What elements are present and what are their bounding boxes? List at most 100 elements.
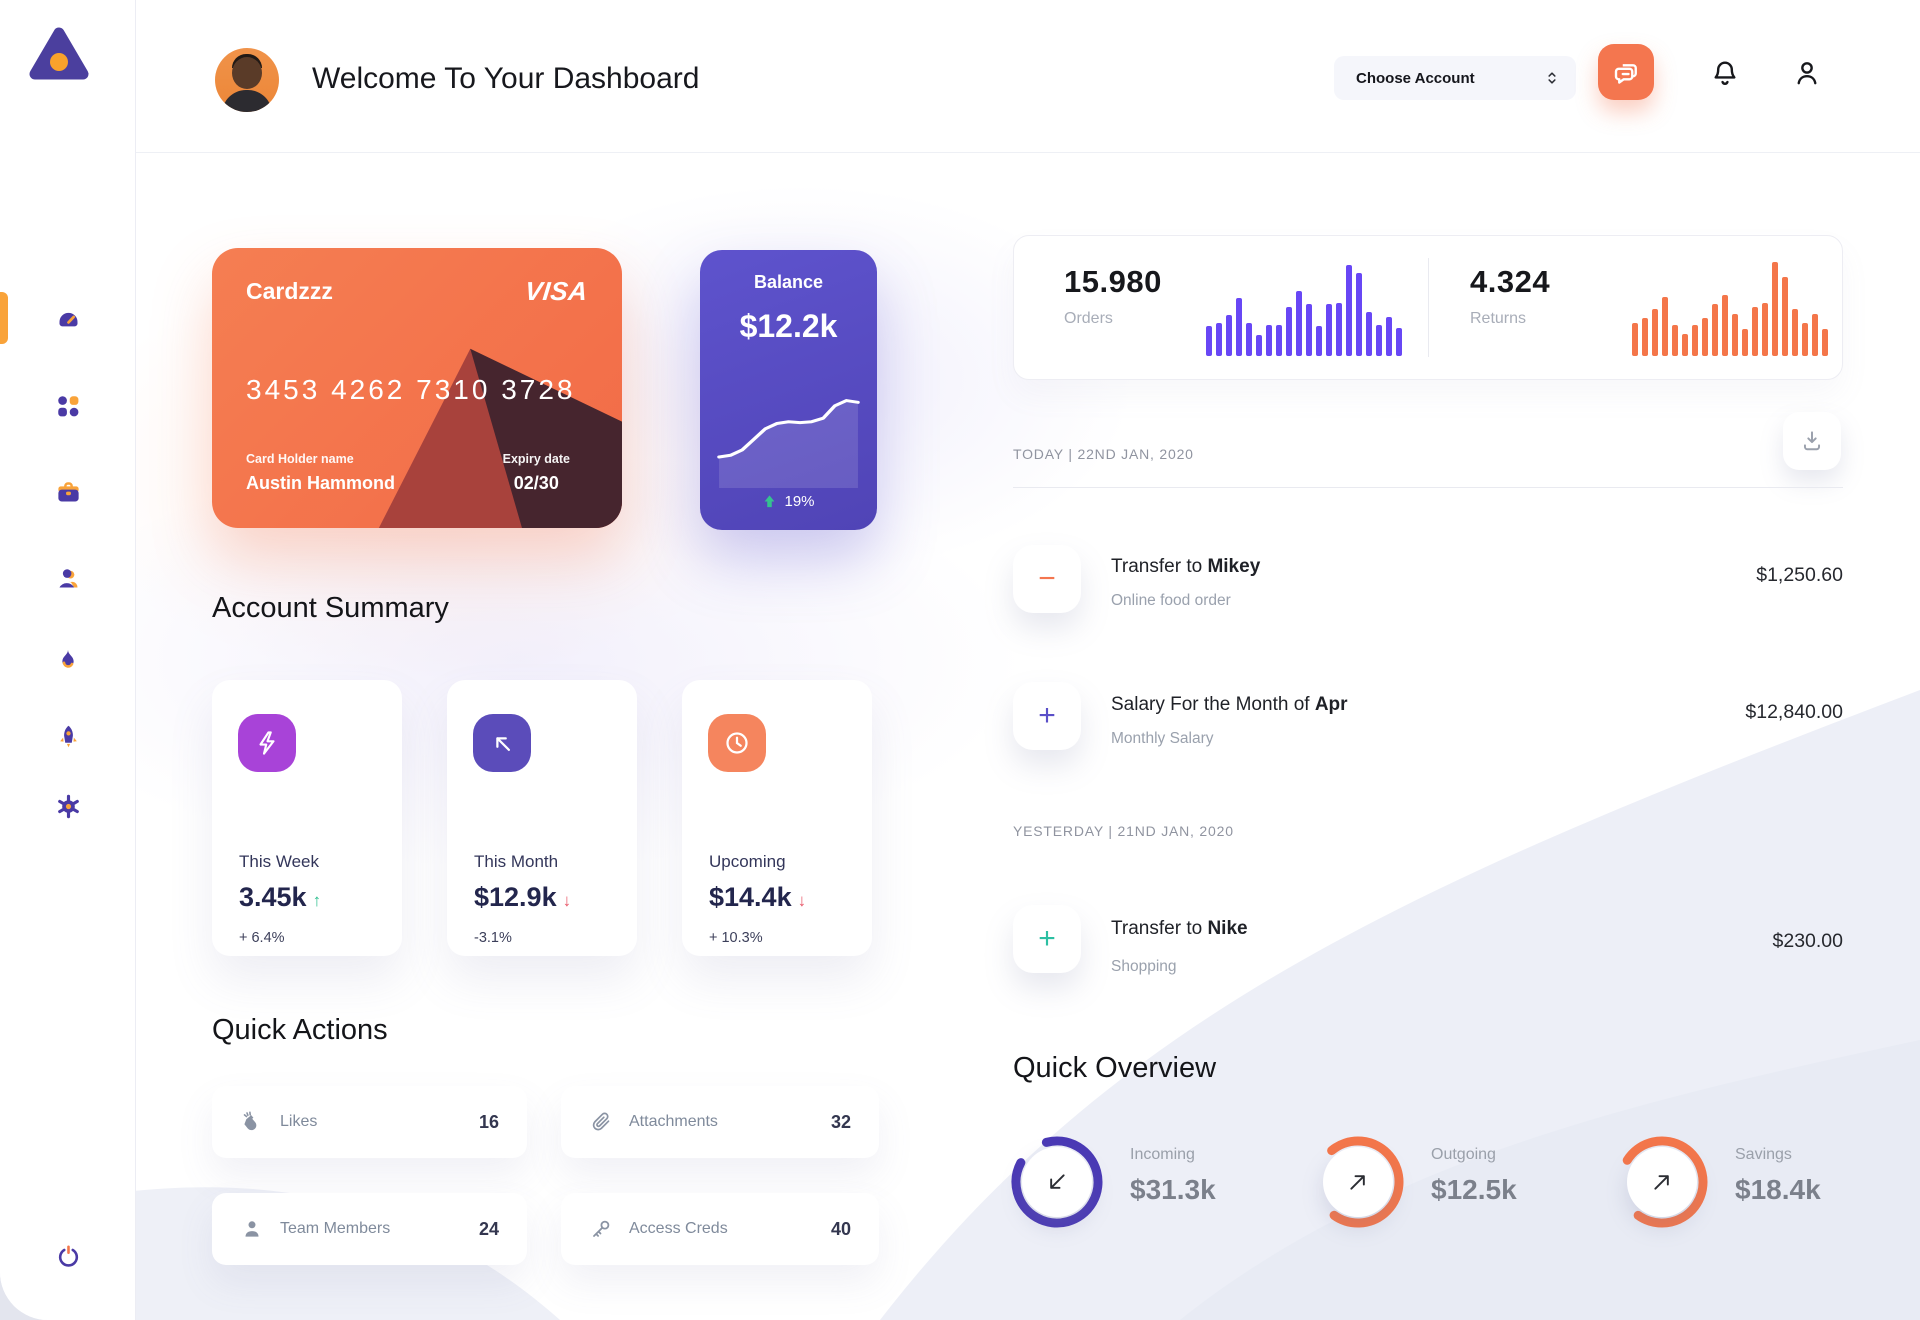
balance-card: Balance $12.2k 19%: [700, 250, 877, 530]
transaction-subtitle: Shopping: [1111, 958, 1177, 975]
card-number: 3453 4262 7310 3728: [246, 374, 576, 405]
sidebar-item-work[interactable]: [46, 470, 90, 514]
quick-action-attachments[interactable]: Attachments 32: [561, 1086, 879, 1158]
clock-icon: [708, 714, 766, 772]
messages-button[interactable]: [1598, 44, 1654, 100]
rocket-icon: [59, 725, 77, 747]
quick-action-count: 40: [830, 1218, 851, 1239]
sidebar-item-settings[interactable]: [46, 784, 90, 828]
card-holder-label: Card Holder name: [246, 452, 354, 466]
balance-value: $12.2k: [739, 308, 838, 344]
quick-action-likes[interactable]: Likes 16: [212, 1086, 527, 1158]
arrow-up-icon: [765, 495, 775, 508]
card-expiry-value: 02/30: [513, 473, 559, 493]
arrow-down-left-icon: [1050, 1174, 1065, 1189]
sidebar-item-apps[interactable]: [46, 384, 90, 428]
quick-action-label: Likes: [280, 1113, 318, 1130]
summary-card-this-month: This Month $12.9k ↓ -3.1%: [447, 680, 637, 956]
apps-grid-icon: [58, 396, 79, 417]
overview-value: $12.5k: [1431, 1174, 1517, 1205]
overview-value: $31.3k: [1130, 1174, 1216, 1205]
chat-bubbles-icon: [1614, 64, 1637, 84]
summary-label: This Month: [474, 852, 559, 871]
quick-actions-title: Quick Actions: [212, 1014, 388, 1046]
account-select[interactable]: Choose Account: [1334, 56, 1576, 100]
summary-value: $14.4k ↓: [709, 882, 807, 912]
section-divider: [1013, 487, 1843, 488]
orders-value: 15.980: [1064, 264, 1162, 299]
dashboard-icon: [59, 312, 77, 326]
balance-label: Balance: [753, 272, 824, 292]
card-holder: Card Holder name Austin Hammond: [246, 452, 395, 494]
arrow-up-left-icon: [473, 714, 531, 772]
header-divider: [136, 152, 1920, 153]
card-expiry-label: Expiry date: [502, 452, 570, 466]
member-icon: [245, 1221, 259, 1237]
quick-overview-title: Quick Overview: [1013, 1052, 1217, 1084]
orders-bar-chart: [1206, 262, 1406, 356]
date-group-yesterday: YESTERDAY | 21ND JAN, 2020: [1013, 823, 1234, 839]
quick-action-team-members[interactable]: Team Members 24: [212, 1193, 527, 1265]
account-select-label: Choose Account: [1356, 69, 1475, 87]
balance-delta: 19%: [784, 493, 815, 510]
download-button[interactable]: [1783, 412, 1841, 470]
card-expiry: Expiry date 02/30: [503, 452, 570, 494]
sidebar-item-team[interactable]: [46, 556, 90, 600]
user-avatar: [215, 48, 279, 112]
app-logo: [26, 24, 92, 86]
transaction-sign-plus: +: [1013, 682, 1081, 750]
page-title: Welcome To Your Dashboard: [312, 62, 700, 95]
arrow-up-right-icon: [1654, 1175, 1669, 1190]
quick-action-access-creds[interactable]: Access Creds 40: [561, 1193, 879, 1265]
logout-button[interactable]: [46, 1234, 90, 1278]
balance-trend: 19%: [700, 493, 877, 510]
overview-value: $18.4k: [1735, 1174, 1821, 1205]
summary-delta: -3.1%: [474, 930, 512, 946]
orders-label: Orders: [1064, 310, 1113, 327]
transaction-amount: $230.00: [1772, 930, 1844, 952]
summary-card-upcoming: Upcoming $14.4k ↓ + 10.3%: [682, 680, 872, 956]
summary-delta: + 10.3%: [709, 930, 763, 946]
briefcase-icon: [57, 481, 79, 501]
summary-label: Upcoming: [709, 852, 786, 871]
savings-donut: [1616, 1136, 1708, 1228]
sidebar-item-activity[interactable]: [46, 638, 90, 682]
user-icon: [1797, 62, 1817, 85]
trend-up-arrow: ↑: [312, 891, 322, 910]
transaction-title: Transfer to Mikey: [1111, 556, 1261, 577]
transaction-title: Transfer to Nike: [1111, 918, 1248, 939]
summary-card-this-week: This Week 3.45k ↑ + 6.4%: [212, 680, 402, 956]
power-icon: [58, 1245, 78, 1267]
transaction-subtitle: Monthly Salary: [1111, 730, 1214, 747]
quick-action-label: Team Members: [280, 1220, 391, 1237]
sidebar-item-launch[interactable]: [46, 714, 90, 758]
key-icon: [593, 1220, 610, 1237]
active-nav-indicator: [0, 292, 8, 344]
transaction-subtitle: Online food order: [1111, 592, 1231, 609]
returns-label: Returns: [1470, 310, 1527, 327]
card-name: Cardzzz: [246, 278, 333, 304]
credit-card: Cardzzz VISA 3453 4262 7310 3728 Card Ho…: [212, 248, 622, 528]
trend-down-arrow: ↓: [797, 891, 807, 910]
card-holder-name: Austin Hammond: [246, 473, 396, 493]
transaction-title: Salary For the Month of Apr: [1111, 694, 1348, 715]
paperclip-icon: [592, 1112, 610, 1131]
quick-action-count: 32: [830, 1111, 851, 1132]
arrow-up-right-icon: [1350, 1175, 1365, 1190]
incoming-donut: [1011, 1136, 1103, 1228]
flame-icon: [62, 649, 74, 668]
bell-icon: [1714, 61, 1736, 85]
download-icon: [1803, 431, 1821, 451]
balance-sparkline: [717, 399, 860, 488]
orders-returns-card: 15.980 Orders 4.324 Returns: [1013, 235, 1843, 380]
returns-bar-chart: [1632, 262, 1832, 356]
clap-icon: [243, 1111, 257, 1131]
quick-action-count: 16: [478, 1111, 499, 1132]
summary-delta: + 6.4%: [239, 930, 285, 946]
sidebar-item-dashboard[interactable]: [46, 296, 90, 340]
profile-button[interactable]: [1790, 56, 1824, 90]
notifications-button[interactable]: [1708, 56, 1742, 90]
trend-down-arrow: ↓: [562, 891, 572, 910]
summary-value: 3.45k ↑: [239, 882, 322, 912]
